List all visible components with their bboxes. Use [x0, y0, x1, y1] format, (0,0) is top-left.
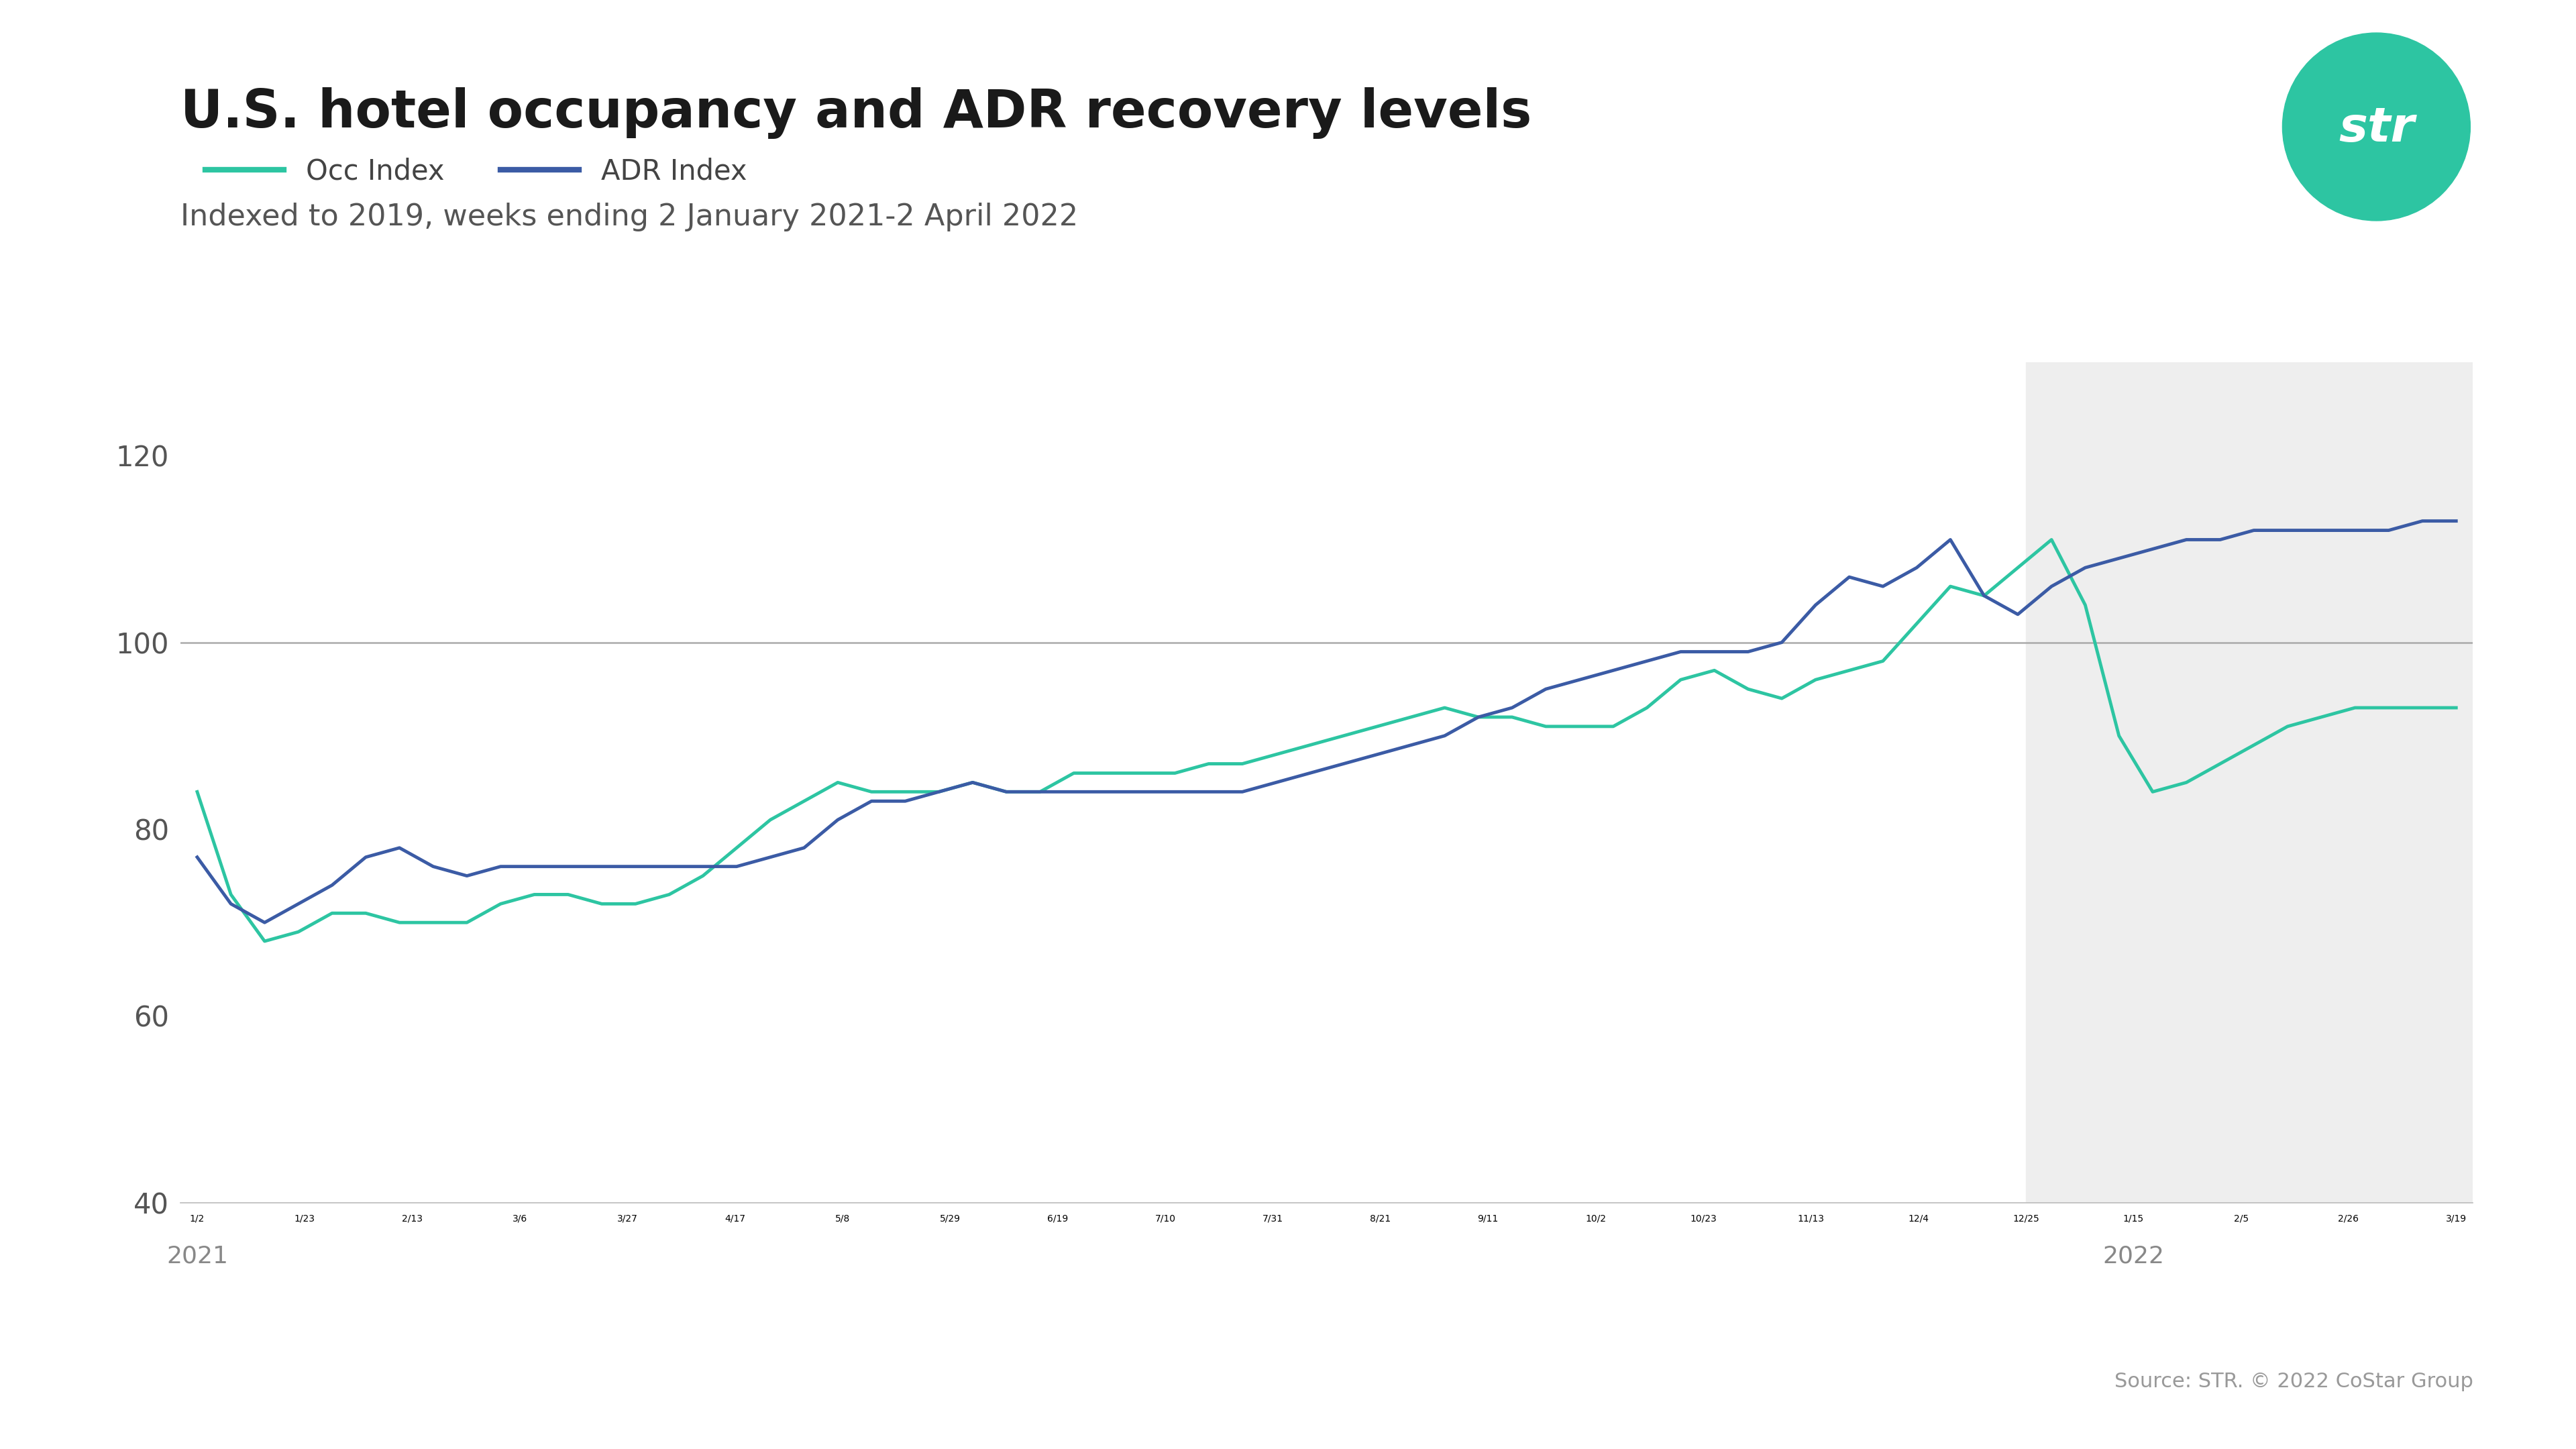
Text: Indexed to 2019, weeks ending 2 January 2021-2 April 2022: Indexed to 2019, weeks ending 2 January … — [180, 203, 1079, 232]
Text: 2021: 2021 — [167, 1245, 229, 1268]
Legend: Occ Index, ADR Index: Occ Index, ADR Index — [193, 146, 757, 197]
Text: str: str — [2339, 106, 2414, 152]
Text: Source: STR. © 2022 CoStar Group: Source: STR. © 2022 CoStar Group — [2115, 1372, 2473, 1391]
Bar — [2025, 362, 2473, 1203]
Text: 2022: 2022 — [2102, 1245, 2164, 1268]
Circle shape — [2282, 33, 2470, 220]
Text: U.S. hotel occupancy and ADR recovery levels: U.S. hotel occupancy and ADR recovery le… — [180, 87, 1533, 139]
